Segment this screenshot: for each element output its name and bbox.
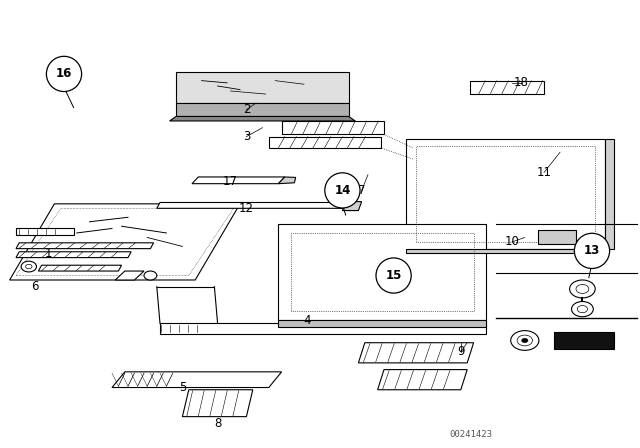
Circle shape [21,261,36,272]
Polygon shape [115,271,144,280]
Polygon shape [176,103,349,116]
Text: 18: 18 [514,76,529,90]
Ellipse shape [325,173,360,208]
Polygon shape [378,370,467,390]
Text: 6: 6 [31,280,39,293]
Polygon shape [16,243,154,249]
Polygon shape [342,202,362,211]
Circle shape [511,331,539,350]
Ellipse shape [575,233,610,268]
Polygon shape [282,121,384,134]
Text: 4: 4 [303,314,311,327]
Ellipse shape [376,258,412,293]
Text: 2: 2 [243,103,250,116]
Polygon shape [278,177,296,184]
Polygon shape [406,249,605,253]
Polygon shape [16,252,131,258]
Circle shape [522,338,528,343]
Circle shape [572,302,593,317]
Polygon shape [470,81,544,94]
Polygon shape [157,202,346,208]
Text: 14: 14 [334,184,351,197]
Polygon shape [278,320,486,327]
Circle shape [517,335,532,346]
Text: 7: 7 [358,184,365,197]
Polygon shape [269,137,381,148]
Circle shape [26,264,32,269]
FancyBboxPatch shape [554,332,614,349]
Polygon shape [112,372,282,388]
Text: 15: 15 [385,269,402,282]
Polygon shape [406,139,605,249]
Polygon shape [38,265,122,271]
Polygon shape [10,204,240,280]
Circle shape [577,306,588,313]
Text: 11: 11 [536,166,552,179]
Polygon shape [358,343,474,363]
Text: 13: 13 [584,244,600,258]
Text: 3: 3 [243,130,250,143]
Polygon shape [192,177,285,184]
Polygon shape [160,323,486,334]
Polygon shape [605,139,614,249]
Circle shape [576,284,589,293]
Text: 12: 12 [239,202,254,215]
Text: 17: 17 [223,175,238,188]
Circle shape [570,280,595,298]
Ellipse shape [46,56,82,91]
Polygon shape [176,72,349,103]
Text: 8: 8 [214,417,221,430]
Text: 9: 9 [457,345,465,358]
Text: 10: 10 [504,235,520,249]
Polygon shape [170,116,355,121]
Text: 00241423: 00241423 [449,430,492,439]
Text: 5: 5 [179,381,186,394]
Polygon shape [16,228,74,235]
Polygon shape [278,224,486,320]
Circle shape [144,271,157,280]
Text: 1: 1 [44,246,52,260]
Text: 16: 16 [56,67,72,81]
Polygon shape [182,390,253,417]
FancyBboxPatch shape [538,230,576,244]
